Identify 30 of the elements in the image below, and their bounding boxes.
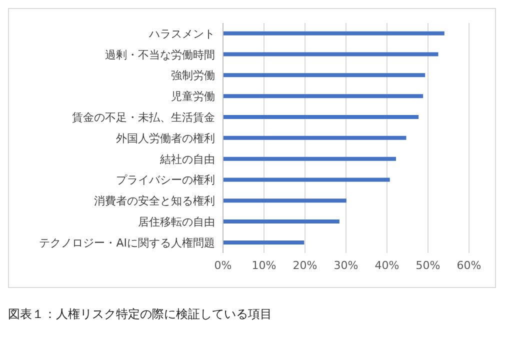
bar <box>223 178 390 182</box>
y-tick-label: 児童労働 <box>171 90 215 104</box>
y-tick-label: 消費者の安全と知る権利 <box>94 194 215 208</box>
x-tick-label: 50% <box>416 258 440 272</box>
bar <box>223 198 346 203</box>
y-tick-label: 外国人労働者の権利 <box>116 132 215 145</box>
bar <box>223 240 304 244</box>
y-tick-label: 強制労働 <box>171 69 215 82</box>
x-tick-label: 20% <box>292 258 318 272</box>
bar <box>223 156 396 161</box>
bar <box>223 94 424 98</box>
text: 図表１：人権リスク特定の際に検証している項目 <box>8 306 273 323</box>
bar <box>223 52 438 56</box>
bar <box>223 136 406 140</box>
y-tick-label: 賃金の不足・未払、生活賃金 <box>72 110 215 124</box>
x-tick-label: 30% <box>334 258 358 272</box>
y-tick-label: 居住移転の自由 <box>138 216 215 229</box>
x-tick-label: 0% <box>214 258 232 272</box>
y-tick-label: プライバシーの権利 <box>116 174 215 187</box>
bar <box>223 31 444 36</box>
bar <box>223 220 340 224</box>
y-tick-label: テクノロジー・AIに関する人権問題 <box>39 236 215 250</box>
x-tick-label: 60% <box>456 258 482 272</box>
x-tick-label: 40% <box>374 258 400 272</box>
y-tick-label: ハラスメント <box>148 27 215 40</box>
y-tick-label: 結社の自由 <box>159 152 215 166</box>
y-tick-label: 過剰・不当な労働時間 <box>105 48 215 62</box>
x-tick-label: 10% <box>252 258 276 272</box>
bar <box>223 73 426 78</box>
bar <box>223 115 419 119</box>
